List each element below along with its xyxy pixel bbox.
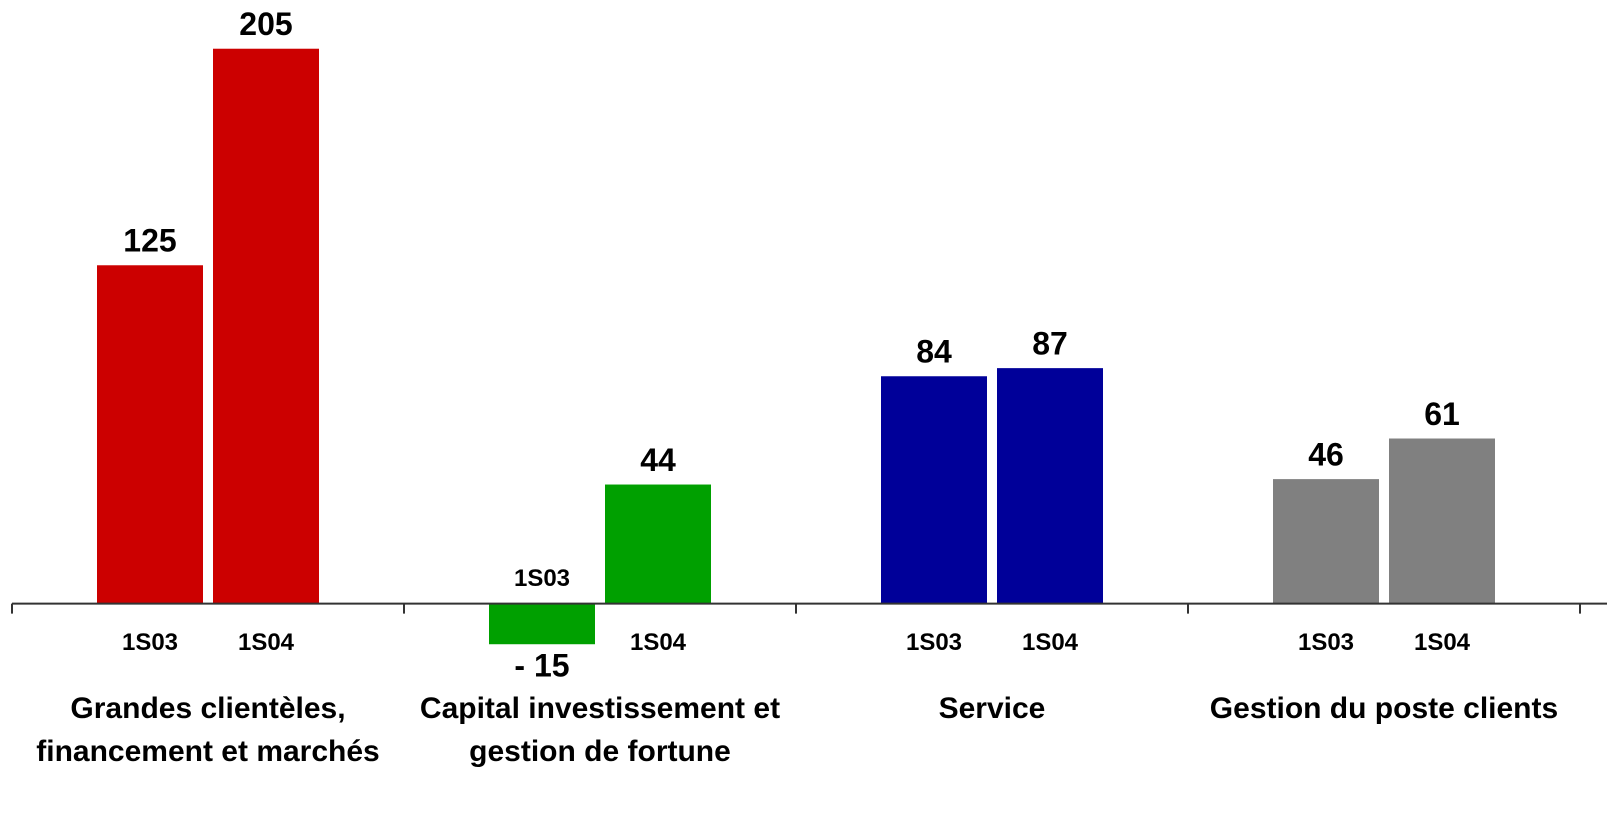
bar [489,603,595,645]
bar [881,376,987,604]
value-label: - 15 [514,648,569,684]
bar [97,265,203,604]
value-label: 84 [916,334,952,370]
series-label: 1S04 [1414,629,1471,656]
value-label: 87 [1032,326,1068,362]
series-label: 1S04 [238,629,295,656]
value-label: 61 [1424,396,1460,432]
value-label: 46 [1308,437,1344,473]
bar [213,48,319,604]
series-label: 1S04 [1022,629,1079,656]
bar [605,484,711,604]
value-label: 44 [640,442,676,478]
series-label: 1S03 [514,565,570,592]
series-label: 1S03 [122,629,178,656]
category-label: Gestion du poste clients [1209,691,1559,725]
category-label: Service [938,691,1046,725]
value-label: 125 [123,223,176,259]
series-label: 1S03 [906,629,962,656]
series-label: 1S04 [630,629,687,656]
category-label: Grandes clientèles, financement et march… [36,691,380,768]
bar [1273,479,1379,604]
category-label: Capital investissement et gestion de for… [419,691,781,768]
series-label: 1S03 [1298,629,1354,656]
bar [997,368,1103,604]
value-label: 205 [239,6,292,42]
bar [1389,438,1495,604]
